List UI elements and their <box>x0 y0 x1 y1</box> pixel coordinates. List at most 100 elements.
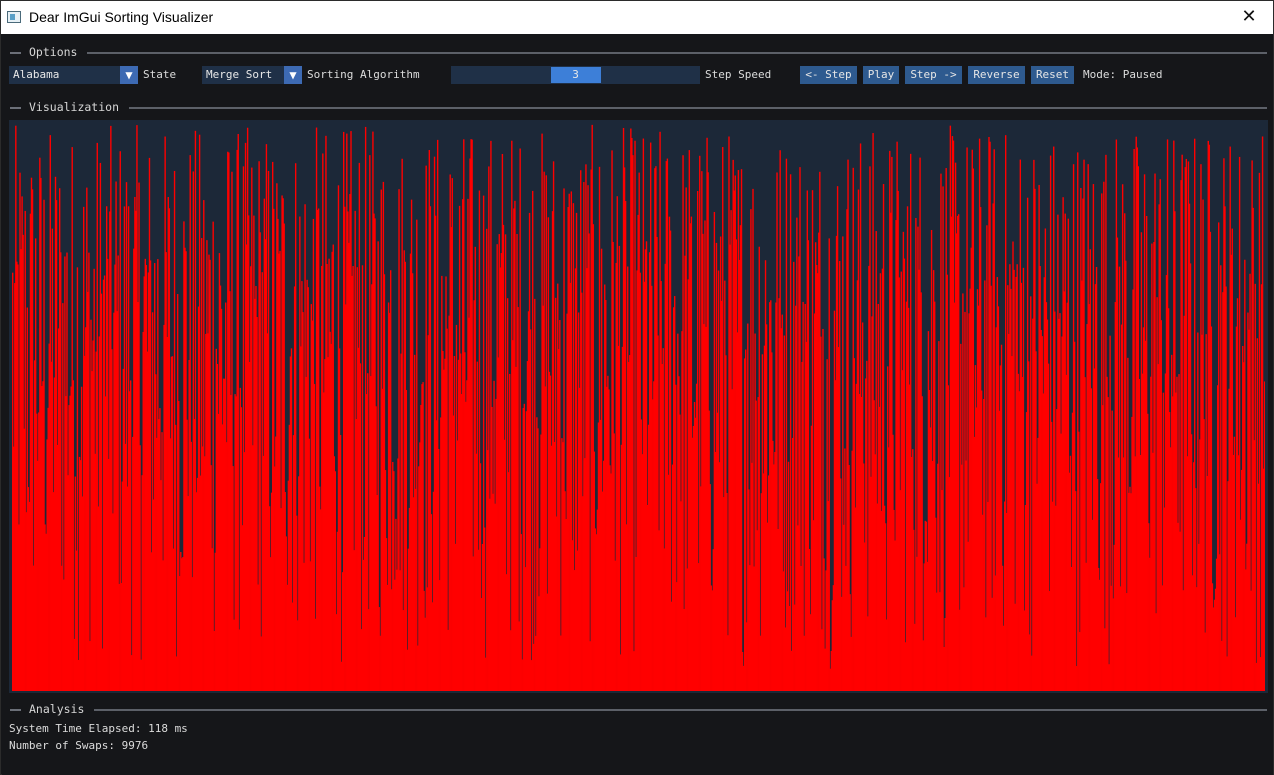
sort-bar <box>340 661 343 691</box>
sort-bar <box>556 516 558 691</box>
header-divider <box>10 107 21 109</box>
step-speed-slider[interactable]: 3 <box>451 66 700 84</box>
sort-bar <box>637 214 639 691</box>
sort-bar <box>512 340 514 691</box>
sort-bar <box>170 356 173 691</box>
sort-bar <box>388 312 391 691</box>
sort-bar <box>897 190 899 691</box>
reset-button[interactable]: Reset <box>1031 66 1074 84</box>
sort-bar <box>53 377 56 691</box>
sort-bar <box>972 168 975 691</box>
sort-bar <box>928 389 931 691</box>
sort-bar <box>136 125 138 691</box>
sort-bar <box>616 196 618 691</box>
sort-bar <box>384 470 387 691</box>
sort-bar <box>441 275 443 691</box>
sort-bar <box>369 155 371 691</box>
slider-grab[interactable] <box>551 67 601 83</box>
step-forward-button[interactable]: Step -> <box>905 66 962 84</box>
sort-bar <box>851 450 853 691</box>
close-icon[interactable]: ✕ <box>1241 6 1257 27</box>
sort-bar <box>337 185 340 691</box>
sort-bar <box>588 233 590 691</box>
sort-bar <box>144 258 146 691</box>
sort-bar <box>30 177 33 691</box>
header-divider <box>129 107 1267 109</box>
sort-bar <box>560 635 562 691</box>
sort-bar <box>729 244 731 691</box>
options-header-label: Options <box>29 45 78 59</box>
sort-bar <box>247 215 250 691</box>
sort-bar <box>844 448 846 691</box>
sort-bar <box>1243 362 1245 691</box>
sort-bar <box>374 218 376 691</box>
sort-bar <box>968 313 970 691</box>
sort-bar <box>1071 412 1074 691</box>
sort-bar <box>760 493 763 691</box>
algorithm-combo[interactable]: Merge Sort ▼ <box>202 66 302 84</box>
sort-bar <box>1235 326 1238 691</box>
sort-bar <box>60 252 62 691</box>
sort-bar <box>553 441 556 691</box>
visualization-header: Visualization <box>2 100 1273 114</box>
sort-bar <box>866 360 868 691</box>
sort-bar <box>812 520 815 691</box>
sort-bar <box>479 463 482 691</box>
sort-bar <box>71 147 73 691</box>
sort-bar <box>700 486 702 691</box>
sort-bar <box>513 208 515 691</box>
sort-bar <box>460 394 463 691</box>
sort-bar <box>174 424 177 691</box>
play-button[interactable]: Play <box>863 66 899 84</box>
sort-bar <box>21 196 23 691</box>
sort-bar <box>327 357 329 691</box>
sort-bar <box>496 244 498 691</box>
chevron-down-icon[interactable]: ▼ <box>284 66 302 84</box>
sort-bar <box>979 207 982 691</box>
sort-bar <box>1247 312 1249 691</box>
reverse-button[interactable]: Reverse <box>968 66 1025 84</box>
sort-bar <box>419 442 421 691</box>
sort-bar <box>529 329 532 691</box>
sort-bar <box>909 153 912 691</box>
sort-bar <box>953 302 956 691</box>
sort-bar <box>890 212 892 691</box>
sort-bar <box>223 378 226 691</box>
title-bar[interactable]: Dear ImGui Sorting Visualizer ✕ <box>1 1 1273 34</box>
sort-bar <box>310 304 313 691</box>
sort-bar <box>1109 335 1111 691</box>
sort-bar <box>318 486 321 691</box>
sort-bar <box>124 443 127 691</box>
sort-bar <box>630 128 632 691</box>
sort-bar <box>1128 492 1130 691</box>
sort-bar <box>497 357 499 691</box>
sort-bar <box>58 188 61 691</box>
sort-bar <box>604 284 606 691</box>
sort-bar <box>1029 634 1031 691</box>
sort-bar <box>634 140 636 691</box>
sort-bar <box>433 156 436 691</box>
sort-bar <box>725 355 727 691</box>
sort-bar <box>478 190 481 691</box>
sort-bar <box>1032 318 1034 691</box>
sort-bar <box>457 359 460 691</box>
sort-bar <box>756 530 758 691</box>
sort-bar <box>884 523 887 691</box>
sort-bar <box>651 285 653 691</box>
sort-bar <box>525 411 528 691</box>
sort-bar <box>833 310 836 691</box>
sort-bar <box>332 244 334 691</box>
sort-bar <box>458 205 461 691</box>
state-combo[interactable]: Alabama ▼ <box>9 66 138 84</box>
sort-bar <box>733 190 735 691</box>
sort-bar <box>610 473 612 691</box>
sort-bar <box>418 466 420 691</box>
sort-bar <box>955 233 958 691</box>
sort-bar <box>686 568 688 691</box>
sort-bar <box>898 277 900 691</box>
step-back-button[interactable]: <- Step <box>800 66 857 84</box>
sort-bar <box>691 437 694 691</box>
sort-bar <box>1209 231 1212 691</box>
sort-bar <box>37 460 39 691</box>
chevron-down-icon[interactable]: ▼ <box>120 66 138 84</box>
